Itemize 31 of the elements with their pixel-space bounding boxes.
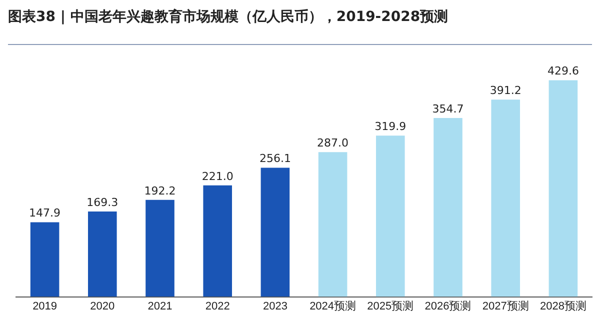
bar — [260, 168, 290, 297]
bar — [318, 152, 348, 297]
x-tick-label: 2020 — [90, 300, 115, 312]
data-label: 147.9 — [29, 206, 61, 220]
data-label: 169.3 — [86, 196, 118, 209]
bar — [88, 211, 117, 297]
x-tick-label: 2025预测 — [367, 300, 414, 312]
data-label: 221.0 — [202, 170, 234, 183]
x-tick-label: 2027预测 — [482, 300, 529, 312]
x-tick-label: 2026预测 — [424, 300, 472, 312]
chart-title: 图表38 | 中国老年兴趣教育市场规模（亿人民币），2019-2028预测 — [8, 8, 448, 26]
bar — [203, 185, 232, 297]
data-label: 354.7 — [432, 102, 464, 116]
x-tick-label: 2019 — [32, 300, 58, 312]
data-label: 192.2 — [144, 184, 176, 198]
data-label: 256.1 — [259, 152, 291, 166]
bar — [548, 80, 578, 297]
data-label: 429.6 — [547, 64, 579, 78]
data-label: 287.0 — [317, 136, 349, 150]
x-tick-label: 2024预测 — [310, 300, 356, 312]
x-tick-label: 2022 — [205, 300, 230, 312]
data-label: 391.2 — [490, 84, 522, 97]
bar — [146, 200, 174, 297]
x-tick-label: 2023 — [262, 300, 288, 312]
data-label: 319.9 — [374, 120, 406, 133]
x-tick-label: 2021 — [148, 300, 172, 312]
bar — [30, 222, 60, 297]
bar — [434, 118, 462, 297]
x-tick-label: 2028预测 — [540, 300, 586, 312]
bar — [491, 100, 520, 297]
bar — [376, 136, 405, 297]
